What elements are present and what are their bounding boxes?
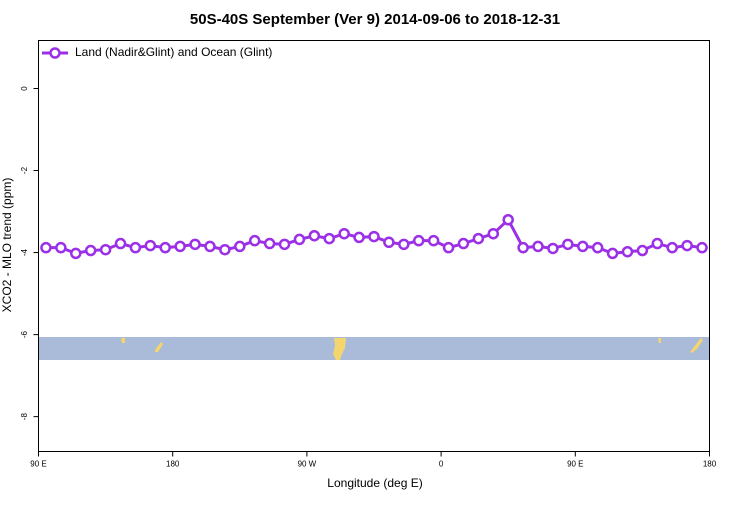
- data-point: [562, 238, 574, 251]
- data-point: [40, 241, 52, 254]
- data-point: [577, 240, 589, 253]
- map-strip: [39, 337, 709, 360]
- data-point: [472, 232, 485, 245]
- data-point: [442, 241, 455, 254]
- data-point: [696, 241, 708, 254]
- y-tick-label: -4: [20, 248, 29, 256]
- data-point: [70, 247, 82, 260]
- y-tick-label: 0: [20, 86, 29, 91]
- data-point: [308, 229, 321, 242]
- data-point: [144, 239, 157, 252]
- data-point: [383, 236, 395, 249]
- data-point: [353, 231, 365, 244]
- x-tick-label: 0: [439, 460, 444, 469]
- data-point: [398, 238, 410, 251]
- data-point: [114, 237, 127, 250]
- y-axis-label: XCO2 - MLO trend (ppm): [0, 178, 14, 313]
- data-point: [666, 241, 678, 254]
- data-point: [129, 241, 142, 254]
- data-point: [517, 241, 529, 254]
- data-point: [293, 233, 306, 246]
- data-point: [55, 241, 67, 254]
- legend-label: Land (Nadir&Glint) and Ocean (Glint): [75, 45, 272, 59]
- y-tick-label: -6: [20, 330, 29, 338]
- x-tick-label: 180: [166, 460, 180, 469]
- data-point: [412, 234, 425, 247]
- x-tick-label: 90 E: [567, 460, 583, 469]
- y-tick-label: -8: [20, 413, 29, 421]
- data-point: [248, 234, 261, 247]
- legend-marker: [49, 47, 61, 59]
- data-point: [189, 238, 201, 251]
- data-point: [532, 240, 544, 253]
- data-point: [99, 243, 112, 256]
- data-point: [234, 240, 246, 253]
- data-point: [606, 247, 619, 260]
- data-point: [323, 232, 336, 245]
- x-axis-label: Longitude (deg E): [327, 476, 422, 490]
- data-point: [174, 240, 186, 253]
- chart-title: 50S-40S September (Ver 9) 2014-09-06 to …: [190, 11, 560, 28]
- data-point: [263, 237, 276, 250]
- data-point: [681, 239, 693, 252]
- data-point: [427, 234, 440, 247]
- data-point: [457, 237, 470, 250]
- data-point: [621, 245, 634, 258]
- data-point: [502, 213, 514, 226]
- data-point: [547, 242, 559, 255]
- y-tick-label: -2: [20, 166, 29, 174]
- data-point: [487, 227, 500, 240]
- data-point: [636, 244, 649, 257]
- data-point: [84, 244, 97, 257]
- data-point: [204, 240, 216, 253]
- data-point: [219, 243, 231, 256]
- data-point: [651, 237, 664, 250]
- data-point: [159, 241, 171, 254]
- data-point: [338, 227, 350, 240]
- x-tick-label: 90 E: [30, 460, 46, 469]
- data-point: [368, 230, 380, 243]
- data-point: [278, 238, 291, 251]
- legend: Land (Nadir&Glint) and Ocean (Glint): [42, 45, 272, 59]
- x-tick-label: 90 W: [298, 460, 317, 469]
- x-tick-label: 180: [703, 460, 717, 469]
- data-point: [591, 241, 604, 254]
- plot-frame: [38, 40, 710, 452]
